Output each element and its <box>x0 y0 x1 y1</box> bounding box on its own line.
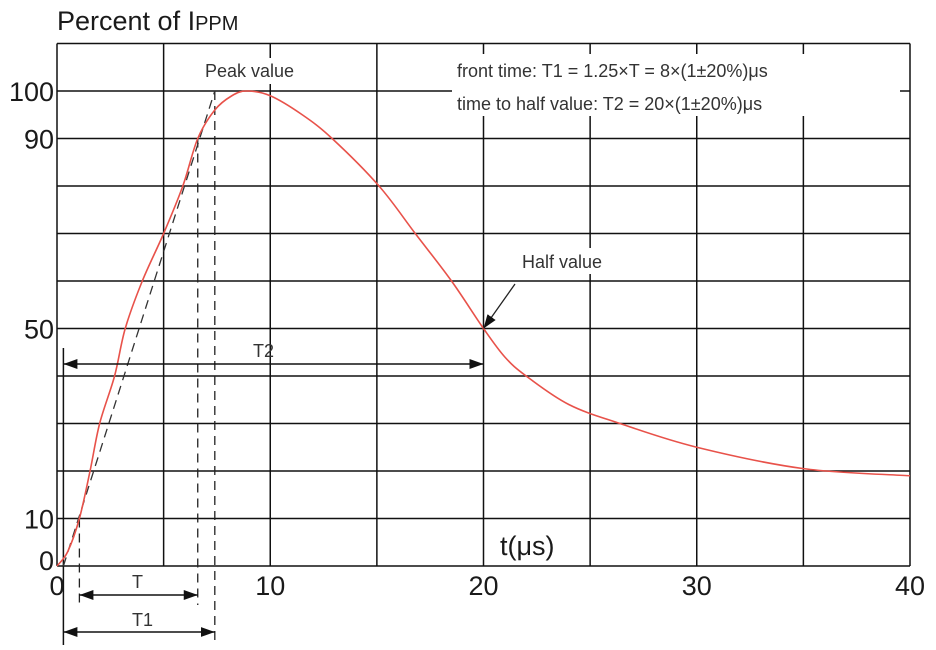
series-line-pulse-current <box>56 90 911 567</box>
T1-label: T1 <box>132 610 153 630</box>
x-axis-label: t(μs) <box>500 531 555 561</box>
y-axis-title-subscript: PPM <box>195 13 238 35</box>
half-value-pointer-arrow <box>482 283 516 329</box>
y-tick-label: 10 <box>24 505 54 535</box>
y-tick-label: 100 <box>9 77 54 107</box>
virtual-front-line <box>62 90 216 567</box>
y-axis-title: Percent of IPPM <box>57 6 238 36</box>
tick-labels: 0 10 20 30 40 0 10 50 90 100 <box>9 77 925 601</box>
x-tick-label: 10 <box>255 571 285 601</box>
front-time-note: front time: T1 = 1.25×T = 8×(1±20%)μs <box>457 61 768 81</box>
grid-lines <box>56 42 911 567</box>
half-value-label: Half value <box>522 252 602 272</box>
y-tick-label: 90 <box>24 125 54 155</box>
peak-value-label: Peak value <box>205 61 294 81</box>
half-time-note: time to half value: T2 = 20×(1±20%)μs <box>457 94 762 114</box>
y-tick-label: 0 <box>39 546 54 576</box>
T-label: T <box>132 572 143 592</box>
chart-marks <box>56 90 911 645</box>
x-tick-label: 0 <box>49 571 64 601</box>
T2-label: T2 <box>253 341 274 361</box>
x-tick-label: 30 <box>682 571 712 601</box>
x-tick-label: 20 <box>468 571 498 601</box>
y-tick-label: 50 <box>24 315 54 345</box>
x-tick-label: 40 <box>895 571 925 601</box>
